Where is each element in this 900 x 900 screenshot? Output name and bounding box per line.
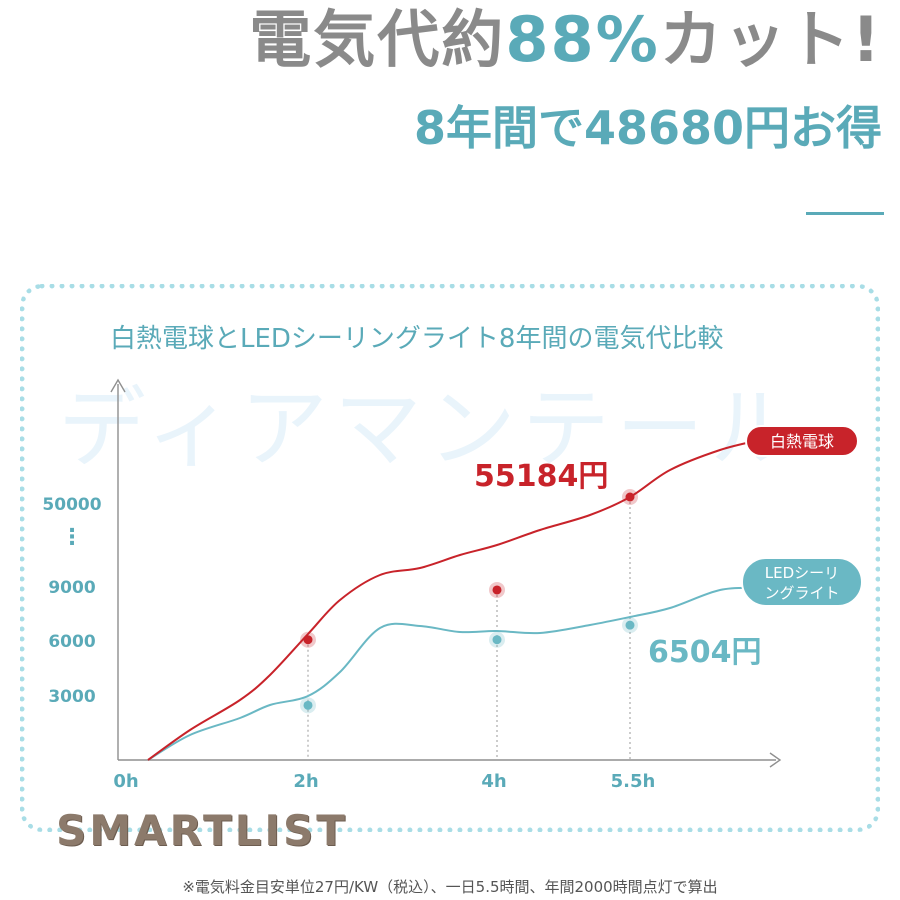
x-axis-arrow: [769, 752, 782, 768]
footnote: ※電気料金目安単位27円/KW（税込）、一日5.5時間、年間2000時間点灯で算…: [182, 878, 718, 896]
x-tick-label: 2h: [293, 771, 318, 792]
data-point: [303, 635, 313, 645]
header-divider: [806, 212, 884, 215]
x-tick-label: 4h: [481, 771, 506, 792]
headline-tail: カット!: [659, 3, 882, 76]
headline-accent: 88%: [505, 3, 660, 76]
series-label-led-pill: [741, 557, 863, 607]
chart-title: 白熱電球とLEDシーリングライト8年間の電気代比較: [110, 324, 724, 354]
x-tick-label: 5.5h: [611, 771, 656, 792]
x-tick-label: 0h: [113, 771, 138, 792]
data-point: [625, 620, 635, 630]
y-axis-break: ⋮: [61, 525, 83, 550]
y-tick-label: 3000: [48, 687, 95, 707]
data-point: [303, 700, 313, 710]
data-point: [492, 585, 502, 595]
series-line-incandescent: [147, 439, 761, 761]
callout-led-value: 6504円: [648, 635, 762, 670]
y-tick-label: 6000: [48, 632, 95, 652]
headline: 電気代約88%カット!: [249, 0, 882, 80]
headline-main: 電気代約: [249, 3, 506, 76]
data-point: [492, 635, 502, 645]
series-line-led: [147, 586, 761, 761]
chart-frame: [20, 284, 880, 832]
callout-incandescent-value: 55184円: [474, 459, 608, 494]
y-tick-label: 9000: [48, 578, 95, 598]
subheadline: 8年間で48680円お得: [413, 101, 882, 155]
watermark-text: ディアマンテール: [58, 377, 804, 480]
series-label-incandescent-pill: [745, 425, 859, 457]
series-label-led: LEDシーリ: [765, 564, 839, 582]
data-point: [625, 492, 635, 502]
series-label-incandescent: 白熱電球: [770, 432, 834, 451]
y-tick-label: 50000: [42, 495, 101, 515]
y-axis-arrow: [110, 378, 126, 393]
series-label-led: ングライト: [764, 584, 839, 602]
brand-logo: SMARTLIST: [56, 806, 348, 855]
